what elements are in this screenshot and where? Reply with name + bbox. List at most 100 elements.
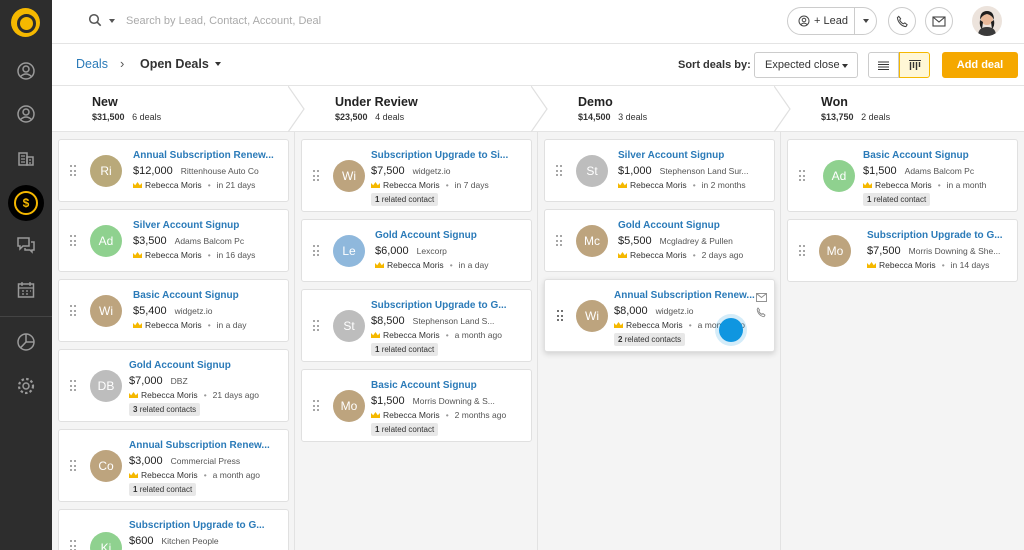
drag-handle-icon[interactable] (313, 170, 319, 182)
logo-icon[interactable] (11, 8, 40, 37)
board-view-button[interactable] (899, 52, 930, 78)
deal-card[interactable]: Ad Basic Account Signup $1,500 Adams Balc… (787, 139, 1018, 212)
board-icon (908, 59, 921, 70)
deal-owner-line: Rebecca Moris • 2 days ago (618, 250, 743, 260)
stage-won[interactable]: Won $13,750 2 deals (781, 86, 1024, 132)
drag-handle-icon[interactable] (313, 400, 319, 412)
contacts-icon[interactable] (14, 102, 38, 126)
drag-handle-icon[interactable] (70, 165, 76, 177)
deal-title[interactable]: Annual Subscription Renew... (129, 440, 270, 451)
deal-card[interactable]: Mo Basic Account Signup $1,500 Morris Dow… (301, 369, 532, 442)
avatar: Mo (819, 235, 851, 267)
deal-card[interactable]: St Silver Account Signup $1,000 Stephenso… (544, 139, 775, 202)
deal-title[interactable]: Basic Account Signup (133, 290, 239, 301)
related-contacts-badge[interactable]: 1 related contact (371, 343, 439, 356)
deal-title[interactable]: Subscription Upgrade to G... (371, 300, 507, 311)
drag-handle-icon[interactable] (70, 305, 76, 317)
deal-amount-line: $8,000 widgetz.io (614, 305, 694, 317)
deal-card[interactable]: Ri Annual Subscription Renew... $12,000 R… (58, 139, 289, 202)
crown-icon (133, 252, 142, 258)
deal-card[interactable]: Ad Silver Account Signup $3,500 Adams Bal… (58, 209, 289, 272)
deal-card[interactable]: Co Annual Subscription Renew... $3,000 Co… (58, 429, 289, 502)
deal-title[interactable]: Basic Account Signup (863, 150, 969, 161)
drag-handle-icon[interactable] (799, 245, 805, 257)
reports-icon[interactable] (14, 330, 38, 354)
deal-title[interactable]: Gold Account Signup (375, 230, 477, 241)
calendar-icon[interactable] (14, 278, 38, 302)
deal-title[interactable]: Silver Account Signup (133, 220, 240, 231)
stage-under-review[interactable]: Under Review $23,500 4 deals (295, 86, 538, 132)
deal-card[interactable]: Ki Subscription Upgrade to G... $600 Kitc… (58, 509, 289, 550)
drag-handle-icon[interactable] (556, 235, 562, 247)
crown-icon (133, 322, 142, 328)
deal-owner-line: Rebecca Moris • 2 months ago (371, 410, 506, 420)
drag-handle-icon[interactable] (556, 165, 562, 177)
related-contacts-badge[interactable]: 3 related contacts (129, 403, 201, 416)
list-view-button[interactable] (868, 52, 899, 78)
search-input[interactable] (126, 10, 486, 32)
deal-title[interactable]: Gold Account Signup (618, 220, 720, 231)
drag-handle-icon[interactable] (70, 380, 76, 392)
related-contacts-badge[interactable]: 1 related contact (863, 193, 931, 206)
breadcrumb-deals-link[interactable]: Deals (76, 57, 108, 71)
deal-amount-line: $7,000 DBZ (129, 375, 188, 387)
phone-button[interactable] (888, 7, 916, 35)
cursor-indicator (719, 318, 743, 342)
leads-icon[interactable] (14, 59, 38, 83)
deal-card[interactable]: Mc Gold Account Signup $5,500 Mcgladrey &… (544, 209, 775, 272)
drag-handle-icon[interactable] (70, 460, 76, 472)
deal-amount-line: $7,500 widgetz.io (371, 165, 451, 177)
deal-card[interactable]: Wi Subscription Upgrade to Si... $7,500 w… (301, 139, 532, 212)
related-contacts-badge[interactable]: 1 related contact (371, 193, 439, 206)
view-selector[interactable]: Open Deals (140, 57, 221, 71)
deal-card[interactable]: Le Gold Account Signup $6,000 Lexcorp Reb… (301, 219, 532, 282)
phone-icon[interactable] (756, 307, 767, 318)
deal-title[interactable]: Annual Subscription Renew... (133, 150, 274, 161)
deal-title[interactable]: Silver Account Signup (618, 150, 725, 161)
deal-title[interactable]: Subscription Upgrade to Si... (371, 150, 509, 161)
crown-icon (371, 412, 380, 418)
envelope-icon[interactable] (756, 292, 767, 303)
deals-icon[interactable]: $ (14, 191, 38, 215)
stage-demo[interactable]: Demo $14,500 3 deals (538, 86, 781, 132)
deal-title[interactable]: Subscription Upgrade to G... (129, 520, 265, 531)
drag-handle-icon[interactable] (70, 235, 76, 247)
drag-handle-icon[interactable] (70, 540, 76, 550)
email-button[interactable] (925, 7, 953, 35)
related-contacts-badge[interactable]: 2 related contacts (614, 333, 686, 346)
avatar: Ri (90, 155, 122, 187)
conversations-icon[interactable] (14, 233, 38, 257)
related-contacts-badge[interactable]: 1 related contact (129, 483, 197, 496)
sidebar: $ (0, 0, 52, 550)
add-lead-button[interactable]: + Lead (787, 7, 877, 35)
stage-new[interactable]: New $31,500 6 deals (52, 86, 295, 132)
drag-handle-icon[interactable] (313, 320, 319, 332)
sort-select[interactable]: Expected close (754, 52, 858, 78)
deal-title[interactable]: Basic Account Signup (371, 380, 477, 391)
accounts-icon[interactable] (14, 146, 38, 170)
user-avatar[interactable] (972, 6, 1002, 36)
settings-gear-icon[interactable] (14, 374, 38, 398)
stage-arrow-icon (288, 86, 305, 132)
related-contacts-badge[interactable]: 1 related contact (371, 423, 439, 436)
deal-title[interactable]: Gold Account Signup (129, 360, 231, 371)
sort-value: Expected close (765, 59, 840, 71)
deal-card[interactable]: Wi Basic Account Signup $5,400 widgetz.io… (58, 279, 289, 342)
search-icon[interactable] (88, 13, 102, 27)
crown-icon (618, 182, 627, 188)
deal-card[interactable]: Mo Subscription Upgrade to G... $7,500 Mo… (787, 219, 1018, 282)
deal-title[interactable]: Annual Subscription Renew... (614, 290, 755, 301)
drag-handle-icon[interactable] (799, 170, 805, 182)
add-lead-dropdown[interactable] (855, 19, 876, 23)
add-deal-button[interactable]: Add deal (942, 52, 1018, 78)
crown-icon (129, 472, 138, 478)
deal-owner-line: Rebecca Moris • in 16 days (133, 250, 255, 260)
deal-card[interactable]: DB Gold Account Signup $7,000 DBZ Rebecca… (58, 349, 289, 422)
drag-handle-icon[interactable] (313, 245, 319, 257)
deal-card[interactable]: Wi Annual Subscription Renew... $8,000 wi… (544, 279, 775, 352)
search-scope-caret-icon[interactable] (109, 19, 115, 23)
deal-card[interactable]: St Subscription Upgrade to G... $8,500 St… (301, 289, 532, 362)
drag-handle-icon[interactable] (557, 310, 563, 322)
crown-icon (867, 262, 876, 268)
deal-title[interactable]: Subscription Upgrade to G... (867, 230, 1003, 241)
